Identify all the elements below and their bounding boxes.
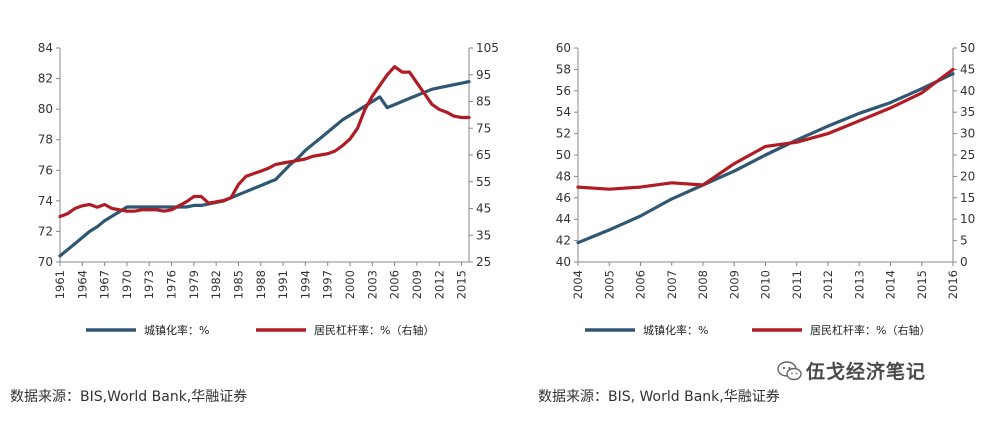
y-right-tick-label: 45 [476,202,491,216]
x-tick-label: 2003 [365,270,379,299]
series-line-urbanization [576,72,955,245]
y-left-tick-label: 74 [38,194,53,208]
y-right-tick-label: 45 [960,62,975,76]
y-right-tick-label: 55 [476,175,491,189]
x-tick-label: 2007 [665,270,679,299]
y-left-tick-label: 56 [556,84,571,98]
y-right-tick-label: 75 [476,121,491,135]
x-tick-label: 2011 [790,270,804,299]
source-note-right: 数据来源：BIS, World Bank,华融证券 [538,389,780,405]
y-right-tick-label: 95 [476,68,491,82]
y-left-tick-label: 76 [38,163,53,177]
y-left-tick-label: 70 [38,255,53,269]
x-tick-label: 2010 [759,270,773,299]
y-right-tick-label: 20 [960,169,975,183]
x-tick-label: 1997 [321,270,335,299]
x-tick-label: 1994 [298,270,312,299]
chart-right: 40 42 44 46 48 50 52 54 56 58 60 0 5 10 15 20 25 30 35 40 45… [556,41,976,337]
y-right-tick-label: 105 [476,41,499,55]
chart-left: 70 72 74 76 78 80 82 84 25 35 45 55 65 75 85 95 105 1961 1… [38,41,499,337]
y-left-tick-label: 78 [38,133,53,147]
x-tick-label: 1991 [276,270,290,299]
y-right-tick-label: 85 [476,95,491,109]
wechat-icon [777,361,802,381]
series-line-household-leverage [576,67,955,191]
series-line-urbanization [58,79,471,258]
y-left-tick-label: 40 [556,255,571,269]
y-right-tick-label: 35 [476,228,491,242]
x-tick-label: 1970 [120,270,134,299]
y-right-tick-label: 15 [960,191,975,205]
x-tick-label: 1985 [231,270,245,299]
x-tick-label: 2008 [696,270,710,299]
x-tick-label: 2000 [343,270,357,299]
x-tick-label: 2009 [410,270,424,299]
x-tick-label: 2014 [884,270,898,299]
x-tick-label: 1988 [254,270,268,299]
y-left-tick-label: 54 [556,105,571,119]
watermark-text: 伍戈经济笔记 [806,361,927,383]
y-left-tick-label: 44 [556,212,571,226]
y-right-tick-label: 30 [960,127,975,141]
x-tick-label: 2013 [852,270,866,299]
legend-label: 城镇化率：% [643,323,708,337]
x-tick-label: 1973 [142,270,156,299]
y-right-tick-label: 65 [476,148,491,162]
legend-label: 居民杠杆率：%（右轴） [810,323,930,337]
x-tick-label: 2006 [388,270,402,299]
y-right-tick-label: 25 [960,148,975,162]
x-tick-label: 2015 [915,270,929,299]
x-tick-label: 1976 [165,270,179,299]
x-tick-label: 1964 [75,270,89,299]
y-left-tick-label: 50 [556,148,571,162]
y-left-tick-label: 72 [38,224,53,238]
source-note-left: 数据来源：BIS,World Bank,华融证券 [10,389,248,405]
y-left-tick-label: 58 [556,62,571,76]
y-left-tick-label: 82 [38,72,53,86]
x-tick-label: 2012 [432,270,446,299]
series-line-household-leverage [58,65,471,219]
x-tick-label: 2016 [946,270,960,299]
y-left-tick-label: 48 [556,169,571,183]
x-tick-label: 1982 [209,270,223,299]
y-left-tick-label: 80 [38,102,53,116]
x-tick-label: 2012 [821,270,835,299]
y-left-tick-label: 60 [556,41,571,55]
x-tick-label: 2006 [634,270,648,299]
y-right-tick-label: 40 [960,84,975,98]
y-right-tick-label: 0 [960,255,968,269]
y-left-tick-label: 52 [556,127,571,141]
legend-label: 居民杠杆率：%（右轴） [314,323,434,337]
y-left-tick-label: 84 [38,41,53,55]
y-right-tick-label: 10 [960,212,975,226]
y-right-tick-label: 25 [476,255,491,269]
y-left-tick-label: 46 [556,191,571,205]
x-tick-label: 2009 [727,270,741,299]
legend-label: 城镇化率：% [144,323,209,337]
x-tick-label: 2015 [455,270,469,299]
x-tick-label: 2004 [571,270,585,299]
y-left-tick-label: 42 [556,234,571,248]
x-tick-label: 2005 [602,270,616,299]
y-right-tick-label: 50 [960,41,975,55]
x-tick-label: 1979 [187,270,201,299]
y-right-tick-label: 35 [960,105,975,119]
x-tick-label: 1967 [98,270,112,299]
y-right-tick-label: 5 [960,234,968,248]
x-tick-label: 1961 [53,270,67,299]
